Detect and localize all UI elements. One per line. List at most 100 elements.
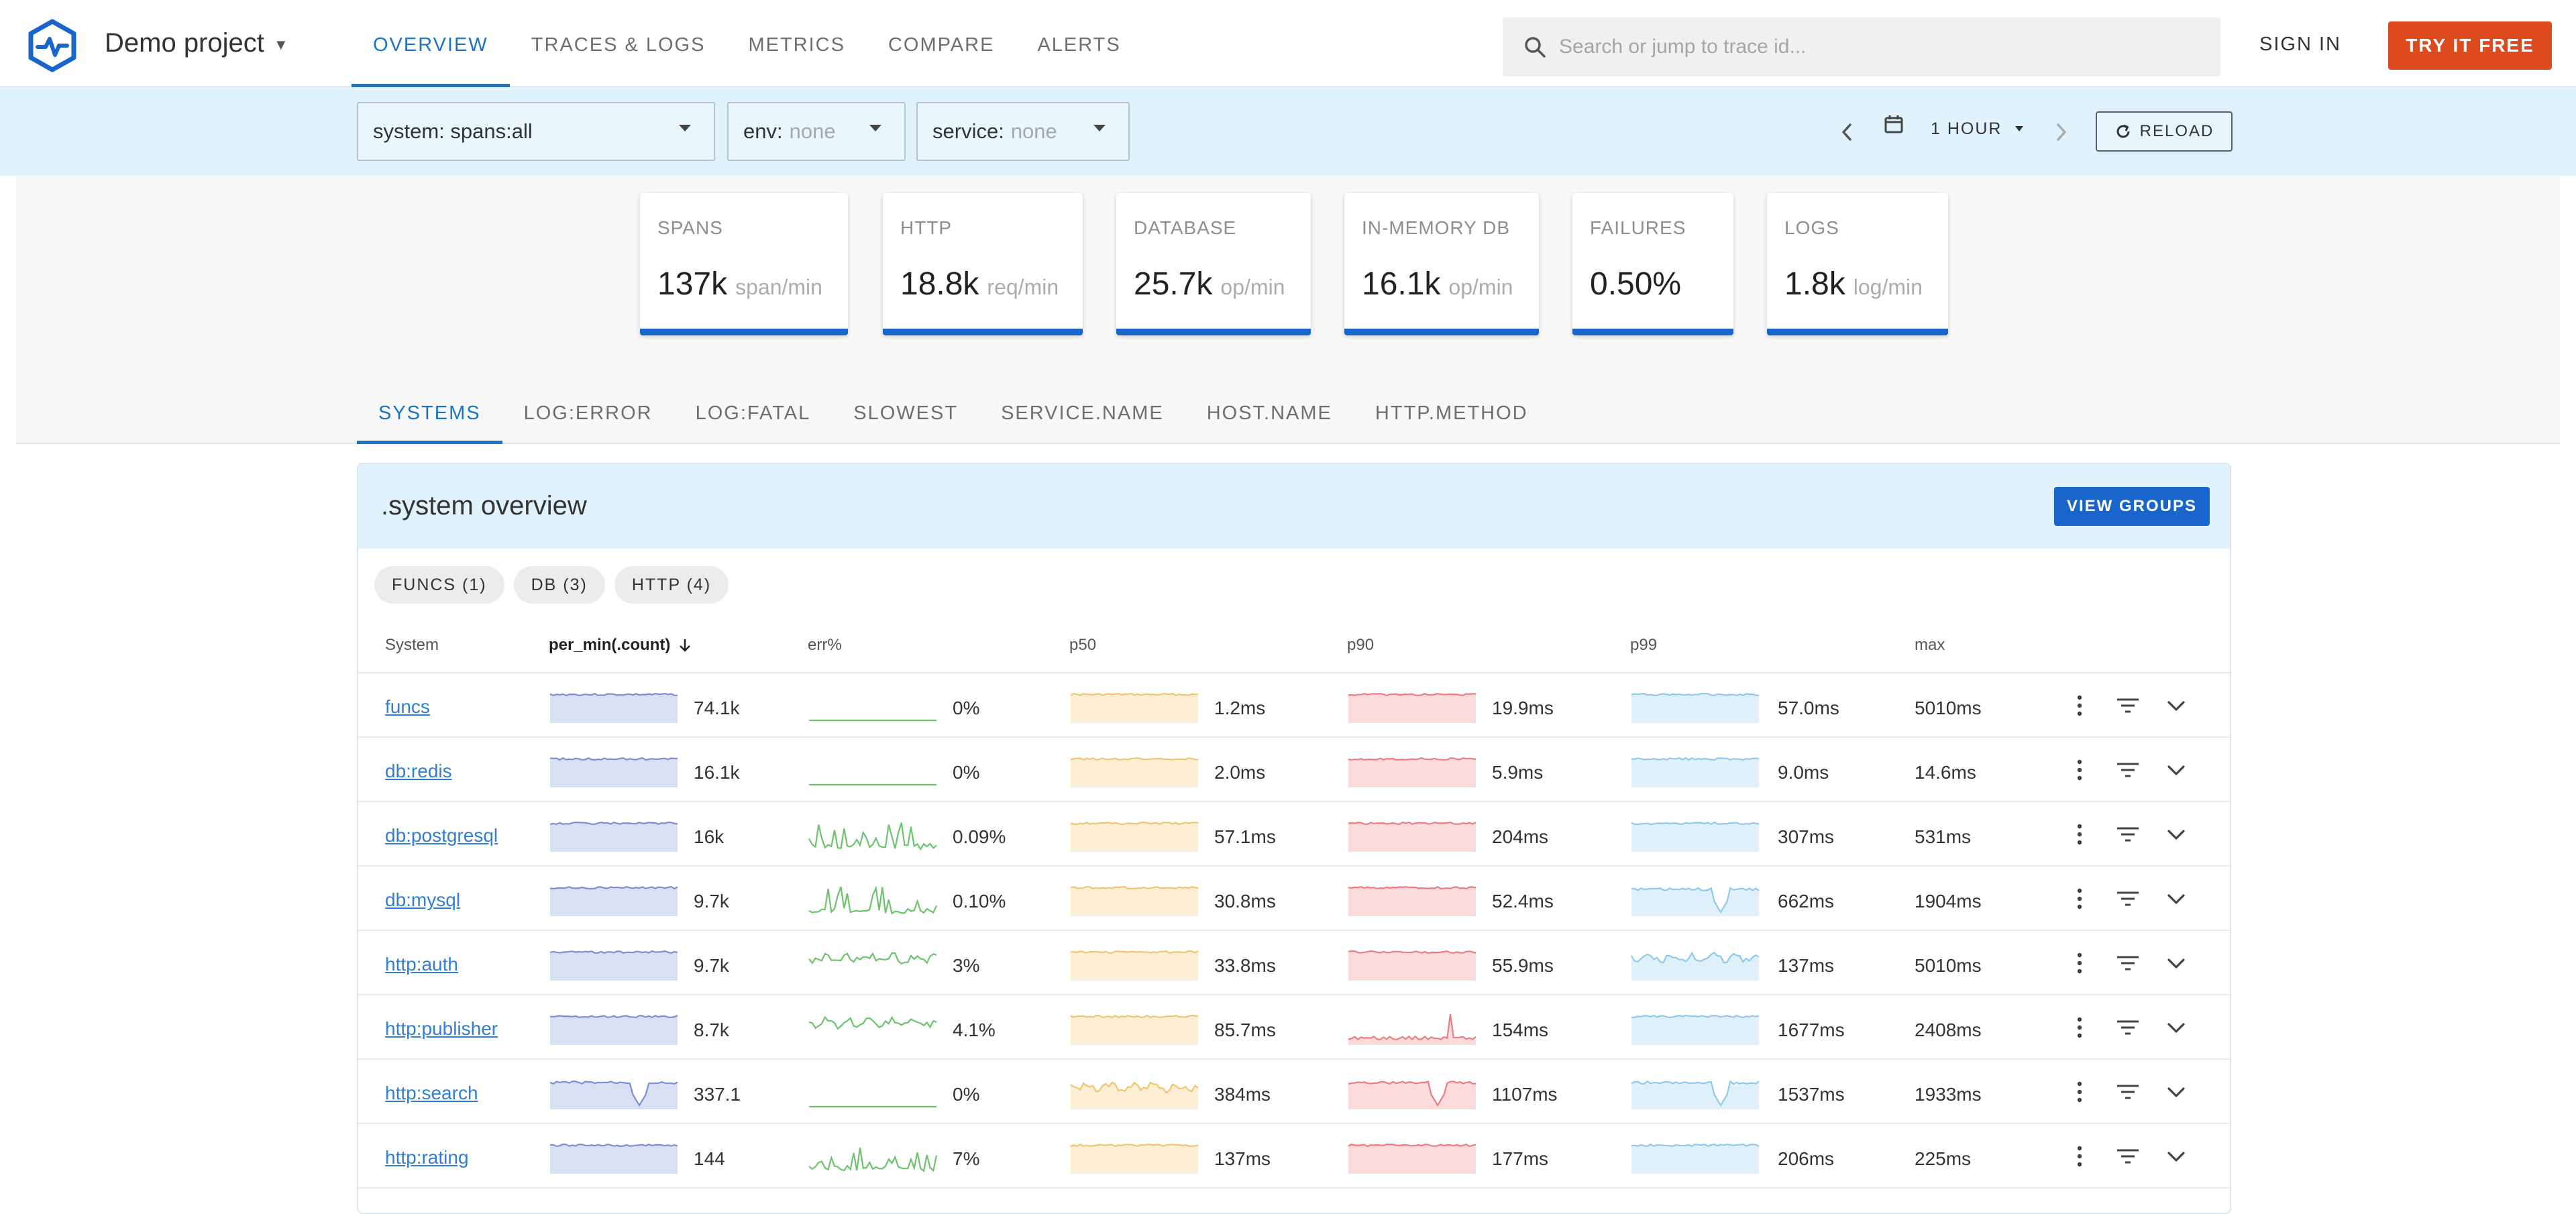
system-link[interactable]: funcs [385, 696, 430, 718]
system-link[interactable]: http:rating [385, 1147, 469, 1168]
search-input[interactable] [1558, 35, 2204, 59]
system-link[interactable]: http:publisher [385, 1018, 498, 1040]
more-vert-icon[interactable] [2065, 755, 2094, 785]
calendar-icon[interactable] [1884, 114, 1904, 134]
tab-alerts[interactable]: ALERTS [1016, 0, 1142, 87]
tab-host-name[interactable]: HOST.NAME [1185, 381, 1354, 444]
tab-service-name[interactable]: SERVICE.NAME [979, 381, 1185, 444]
stat-unit: span/min [735, 275, 822, 299]
stat-card-in-memory-db[interactable]: IN-MEMORY DB 16.1k op/min [1344, 193, 1539, 335]
filter-icon[interactable] [2113, 948, 2143, 978]
stat-card-failures[interactable]: FAILURES 0.50% [1572, 193, 1733, 335]
tab-log-error[interactable]: LOG:ERROR [502, 381, 674, 444]
column-header-p50[interactable]: p50 [1069, 636, 1096, 655]
more-vert-icon[interactable] [2065, 1013, 2094, 1042]
tab-traces-logs[interactable]: TRACES & LOGS [510, 0, 727, 87]
max-value: 14.6ms [1915, 762, 1976, 783]
system-select[interactable]: system: spans:all [357, 102, 715, 161]
logo-icon[interactable] [25, 19, 79, 72]
chip-http[interactable]: HTTP (4) [614, 566, 729, 604]
project-selector[interactable]: Demo project ▼ [105, 28, 288, 58]
table-row[interactable]: db:mysql 9.7k 0.10% 30.8ms 52.4ms 662ms 1904ms [358, 867, 2230, 931]
chevron-down-icon[interactable] [2161, 884, 2191, 914]
stat-value: 1.8k log/min [1784, 266, 1923, 302]
p50-sparkline [1069, 946, 1199, 981]
stat-card-logs[interactable]: LOGS 1.8k log/min [1767, 193, 1948, 335]
filter-icon[interactable] [2113, 820, 2143, 849]
p50-sparkline-line [1071, 1015, 1198, 1017]
tab-metrics[interactable]: METRICS [727, 0, 867, 87]
table-row[interactable]: http:rating 144 7% 137ms 177ms 206ms 225ms [358, 1124, 2230, 1189]
filter-icon[interactable] [2113, 755, 2143, 785]
filter-icon[interactable] [2113, 1142, 2143, 1171]
filter-icon[interactable] [2113, 1077, 2143, 1107]
tab-http-method[interactable]: HTTP.METHOD [1354, 381, 1550, 444]
p99-value: 1677ms [1778, 1019, 1845, 1041]
view-groups-button[interactable]: VIEW GROUPS [2054, 487, 2210, 526]
sign-in-link[interactable]: SIGN IN [2259, 34, 2341, 56]
system-link[interactable]: db:postgresql [385, 825, 498, 846]
stat-card-database[interactable]: DATABASE 25.7k op/min [1116, 193, 1311, 335]
chip-funcs[interactable]: FUNCS (1) [374, 566, 504, 604]
system-link[interactable]: http:auth [385, 954, 458, 975]
chevron-down-icon[interactable] [2161, 1077, 2191, 1107]
p50-value: 85.7ms [1214, 1019, 1276, 1041]
chevron-down-icon[interactable] [2161, 1013, 2191, 1042]
more-vert-icon[interactable] [2065, 948, 2094, 978]
chevron-right-icon[interactable] [2053, 121, 2070, 144]
filter-icon[interactable] [2113, 884, 2143, 914]
more-vert-icon[interactable] [2065, 820, 2094, 849]
more-vert-icon[interactable] [2065, 1142, 2094, 1171]
table-row[interactable]: db:redis 16.1k 0% 2.0ms 5.9ms 9.0ms 14.6ms [358, 738, 2230, 802]
rate-sparkline-area [550, 1015, 678, 1045]
rate-value: 9.7k [694, 955, 729, 977]
column-header-p90[interactable]: p90 [1347, 636, 1374, 655]
stat-card-http[interactable]: HTTP 18.8k req/min [883, 193, 1083, 335]
more-vert-icon[interactable] [2065, 884, 2094, 914]
chevron-down-icon[interactable] [2161, 820, 2191, 849]
panel-header: .system overview VIEW GROUPS [358, 464, 2230, 549]
column-header-system[interactable]: System [385, 636, 439, 655]
column-header-rate[interactable]: per_min(.count) [549, 636, 692, 655]
try-free-button[interactable]: TRY IT FREE [2388, 21, 2552, 70]
table-row[interactable]: db:postgresql 16k 0.09% 57.1ms 204ms 307ms 531… [358, 802, 2230, 867]
env-select[interactable]: env: none [727, 102, 906, 161]
err-value: 0.10% [953, 891, 1006, 912]
chevron-down-icon[interactable] [2161, 948, 2191, 978]
reload-button[interactable]: RELOAD [2096, 111, 2233, 152]
more-vert-icon[interactable] [2065, 691, 2094, 720]
system-link[interactable]: db:mysql [385, 889, 460, 911]
service-select[interactable]: service: none [916, 102, 1130, 161]
tab-systems[interactable]: SYSTEMS [357, 381, 502, 444]
filter-icon[interactable] [2113, 1013, 2143, 1042]
p90-sparkline-area [1348, 694, 1476, 723]
table-row[interactable]: http:auth 9.7k 3% 33.8ms 55.9ms 137ms 5010ms [358, 931, 2230, 995]
stat-card-spans[interactable]: SPANS 137k span/min [640, 193, 848, 335]
more-vert-icon[interactable] [2065, 1077, 2094, 1107]
table-row[interactable]: http:publisher 8.7k 4.1% 85.7ms 154ms 1677ms 2… [358, 995, 2230, 1060]
column-header-max[interactable]: max [1915, 636, 1945, 655]
period-select[interactable]: 1 HOUR [1931, 119, 2002, 139]
column-header-err[interactable]: err% [808, 636, 842, 655]
filter-icon[interactable] [2113, 691, 2143, 720]
err-sparkline [808, 753, 938, 787]
system-link[interactable]: db:redis [385, 761, 452, 782]
tab-compare[interactable]: COMPARE [867, 0, 1016, 87]
chevron-down-icon[interactable] [2161, 1142, 2191, 1171]
tab-log-fatal[interactable]: LOG:FATAL [674, 381, 833, 444]
tab-slowest[interactable]: SLOWEST [832, 381, 979, 444]
chevron-down-icon[interactable] [2161, 755, 2191, 785]
system-select-value: system: spans:all [373, 119, 533, 144]
column-header-p99[interactable]: p99 [1630, 636, 1657, 655]
p90-sparkline-area [1348, 1081, 1476, 1109]
chevron-left-icon[interactable] [1838, 121, 1856, 144]
system-link[interactable]: http:search [385, 1083, 478, 1104]
p90-sparkline-area [1348, 951, 1476, 981]
p50-sparkline-area [1071, 1015, 1198, 1045]
table-row[interactable]: http:search 337.1 0% 384ms 1107ms 1537ms 1933m… [358, 1060, 2230, 1124]
chip-db[interactable]: DB (3) [514, 566, 605, 604]
chevron-down-icon[interactable] [2161, 691, 2191, 720]
table-row[interactable]: funcs 74.1k 0% 1.2ms 19.9ms 57.0ms 5010ms [358, 673, 2230, 738]
p50-sparkline-line [1071, 822, 1198, 824]
tab-overview[interactable]: OVERVIEW [352, 0, 510, 87]
